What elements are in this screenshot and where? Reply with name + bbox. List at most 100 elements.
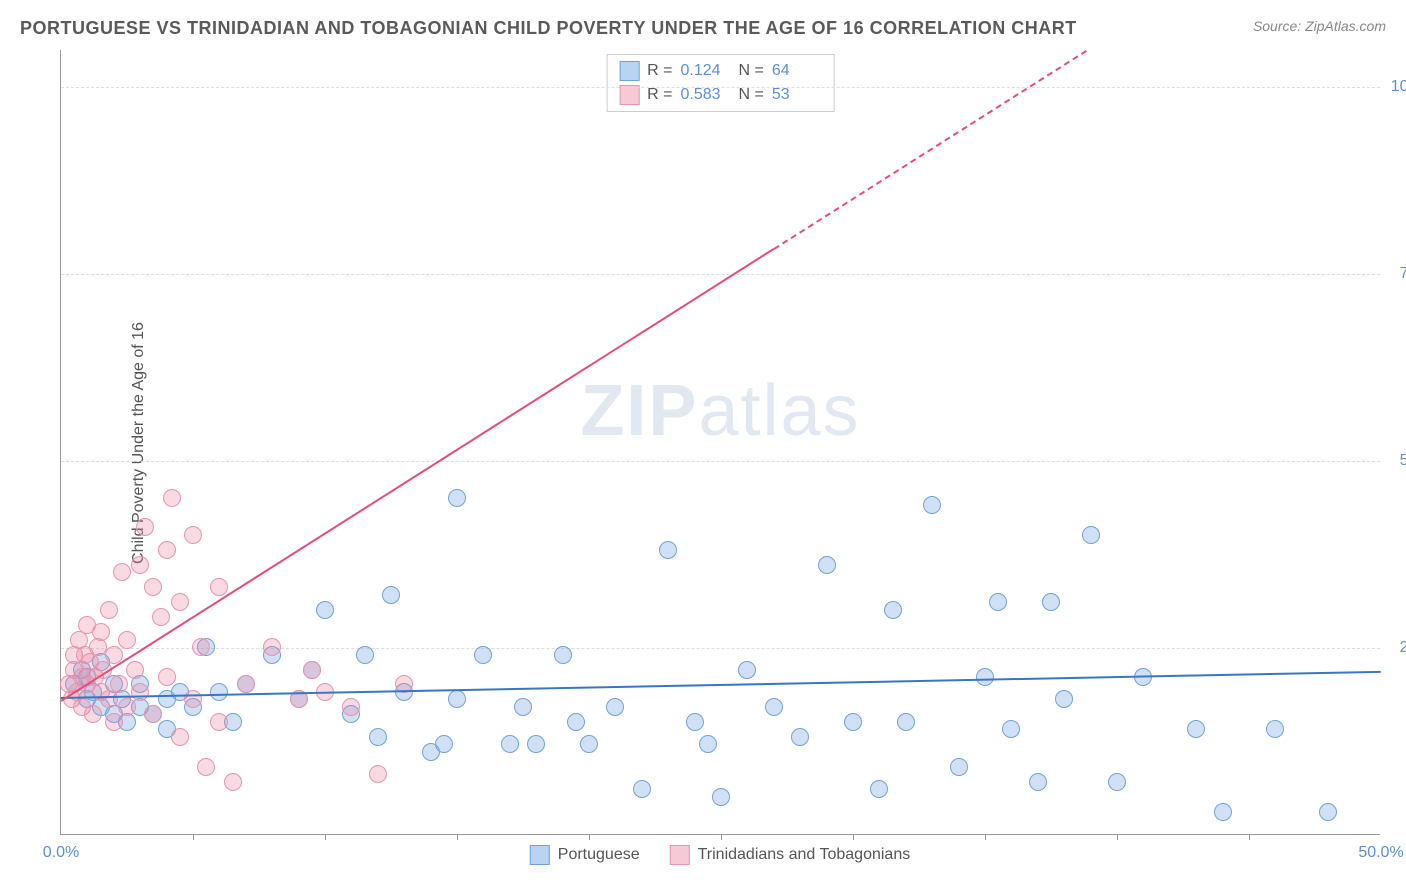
data-point: [474, 646, 492, 664]
data-point: [659, 541, 677, 559]
data-point: [1055, 690, 1073, 708]
legend: Portuguese Trinidadians and Tobagonians: [530, 845, 910, 865]
data-point: [1002, 720, 1020, 738]
data-point: [356, 646, 374, 664]
data-point: [448, 489, 466, 507]
data-point: [1108, 773, 1126, 791]
data-point: [448, 690, 466, 708]
data-point: [131, 556, 149, 574]
data-point: [100, 690, 118, 708]
data-point: [210, 713, 228, 731]
gridline: [61, 87, 1380, 88]
data-point: [1319, 803, 1337, 821]
data-point: [1029, 773, 1047, 791]
legend-swatch: [530, 845, 550, 865]
data-point: [110, 675, 128, 693]
data-point: [224, 773, 242, 791]
data-point: [435, 735, 453, 753]
legend-item: Portuguese: [530, 845, 640, 865]
data-point: [818, 556, 836, 574]
data-point: [369, 765, 387, 783]
x-tick-mark: [589, 834, 590, 840]
y-tick-label: 25.0%: [1400, 639, 1406, 657]
data-point: [84, 705, 102, 723]
data-point: [1187, 720, 1205, 738]
x-tick-mark: [853, 834, 854, 840]
r-label: R =: [647, 62, 672, 80]
r-label: R =: [647, 86, 672, 104]
plot-area: ZIPatlas R =0.124N =64R =0.583N =53 25.0…: [60, 50, 1380, 835]
data-point: [184, 526, 202, 544]
data-point: [580, 735, 598, 753]
n-label: N =: [739, 86, 764, 104]
data-point: [237, 675, 255, 693]
stats-row: R = 0.124 N = 64: [619, 59, 822, 83]
x-tick-label: 0.0%: [43, 844, 79, 862]
data-point: [184, 690, 202, 708]
data-point: [92, 623, 110, 641]
data-point: [1042, 593, 1060, 611]
gridline: [61, 648, 1380, 649]
legend-label: Trinidadians and Tobagonians: [698, 846, 911, 864]
data-point: [158, 541, 176, 559]
data-point: [897, 713, 915, 731]
data-point: [118, 631, 136, 649]
legend-label: Portuguese: [558, 846, 640, 864]
y-tick-label: 50.0%: [1400, 452, 1406, 470]
data-point: [171, 593, 189, 611]
source-attribution: Source: ZipAtlas.com: [1253, 18, 1386, 34]
data-point: [105, 713, 123, 731]
data-point: [158, 668, 176, 686]
chart-container: Child Poverty Under the Age of 16 ZIPatl…: [60, 50, 1380, 835]
x-tick-mark: [193, 834, 194, 840]
gridline: [61, 461, 1380, 462]
x-tick-label: 50.0%: [1358, 844, 1403, 862]
n-value: 64: [772, 62, 822, 80]
data-point: [950, 758, 968, 776]
data-point: [131, 683, 149, 701]
data-point: [989, 593, 1007, 611]
data-point: [501, 735, 519, 753]
correlation-stats-box: R =0.124N =64R =0.583N =53: [606, 54, 835, 112]
data-point: [976, 668, 994, 686]
data-point: [633, 780, 651, 798]
data-point: [712, 788, 730, 806]
watermark: ZIPatlas: [580, 370, 860, 452]
x-tick-mark: [1117, 834, 1118, 840]
data-point: [686, 713, 704, 731]
data-point: [210, 683, 228, 701]
data-point: [870, 780, 888, 798]
data-point: [514, 698, 532, 716]
data-point: [303, 661, 321, 679]
data-point: [136, 518, 154, 536]
data-point: [923, 496, 941, 514]
x-tick-mark: [721, 834, 722, 840]
data-point: [144, 705, 162, 723]
data-point: [100, 601, 118, 619]
data-point: [210, 578, 228, 596]
data-point: [126, 661, 144, 679]
n-label: N =: [739, 62, 764, 80]
data-point: [791, 728, 809, 746]
y-tick-label: 100.0%: [1391, 78, 1406, 96]
data-point: [606, 698, 624, 716]
data-point: [144, 578, 162, 596]
data-point: [197, 758, 215, 776]
gridline: [61, 274, 1380, 275]
data-point: [527, 735, 545, 753]
data-point: [316, 601, 334, 619]
x-tick-mark: [985, 834, 986, 840]
trend-line: [60, 248, 774, 702]
data-point: [1082, 526, 1100, 544]
data-point: [738, 661, 756, 679]
data-point: [699, 735, 717, 753]
data-point: [765, 698, 783, 716]
data-point: [844, 713, 862, 731]
r-value: 0.124: [681, 62, 731, 80]
data-point: [382, 586, 400, 604]
trend-line: [61, 671, 1381, 699]
data-point: [567, 713, 585, 731]
r-value: 0.583: [681, 86, 731, 104]
data-point: [118, 698, 136, 716]
x-tick-mark: [457, 834, 458, 840]
